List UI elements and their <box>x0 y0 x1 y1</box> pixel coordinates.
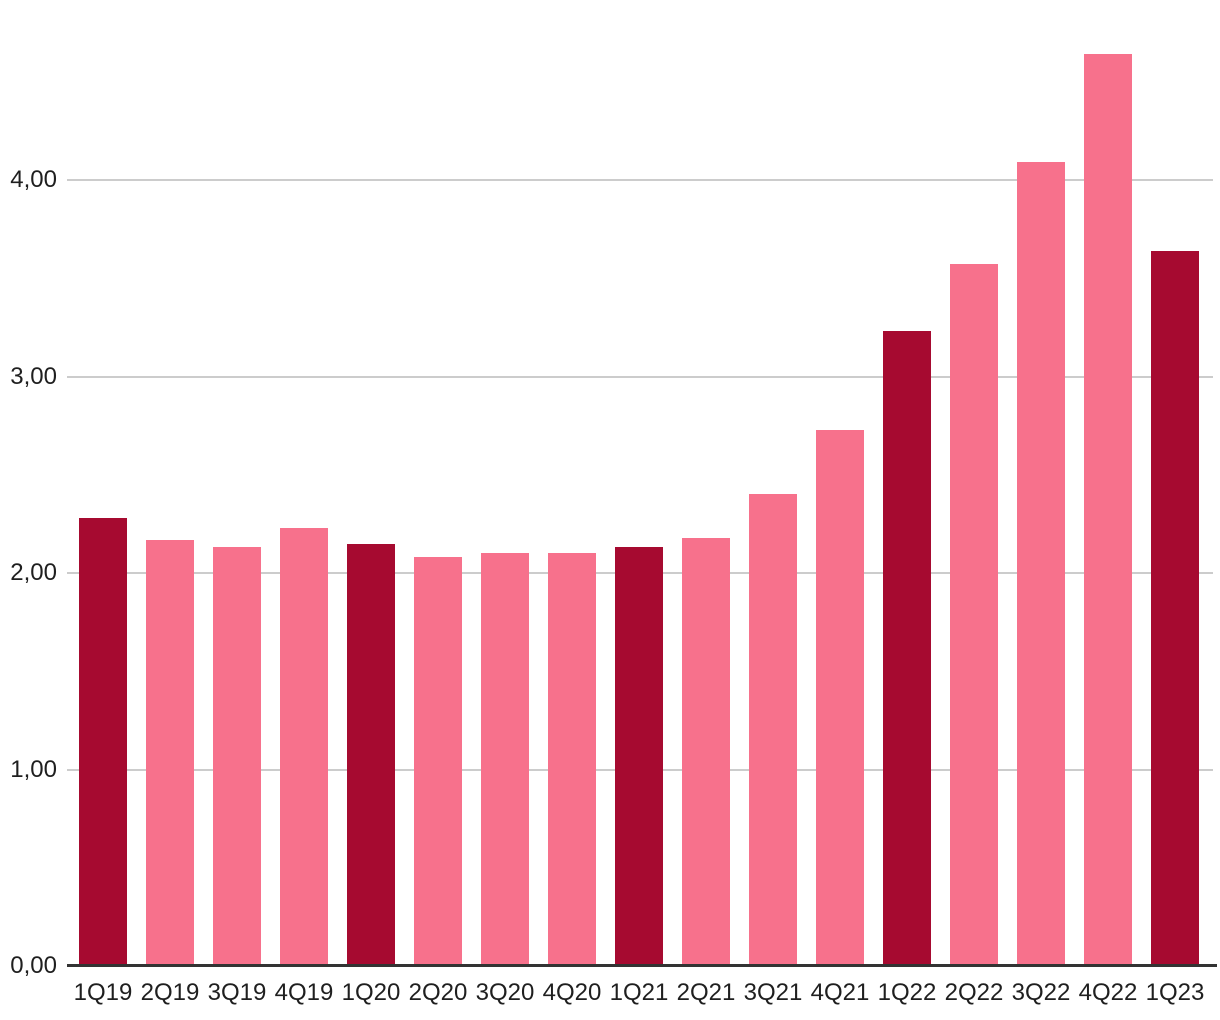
x-tick-label: 1Q19 <box>73 979 133 1006</box>
x-tick-label: 2Q22 <box>944 979 1004 1006</box>
bar-2q21[interactable] <box>682 538 730 966</box>
x-tick-label: 3Q21 <box>743 979 803 1006</box>
bar-1q20[interactable] <box>347 544 395 966</box>
x-tick-label: 1Q22 <box>877 979 937 1006</box>
y-tick-label: 0,00 <box>10 952 57 979</box>
gridline-3 <box>67 375 1213 378</box>
x-tick-label: 3Q19 <box>207 979 267 1006</box>
y-tick-label: 4,00 <box>10 166 57 193</box>
bar-1q22[interactable] <box>883 331 931 966</box>
gridline-4 <box>67 179 1213 181</box>
bar-1q21[interactable] <box>615 547 663 966</box>
x-tick-label: 4Q21 <box>810 979 870 1006</box>
x-tick-label: 1Q23 <box>1145 979 1205 1006</box>
x-tick-label: 1Q21 <box>609 979 669 1006</box>
bar-3q21[interactable] <box>749 494 797 966</box>
x-tick-label: 3Q20 <box>475 979 535 1006</box>
y-tick-label: 2,00 <box>10 559 57 586</box>
bar-4q21[interactable] <box>816 430 864 966</box>
bar-2q22[interactable] <box>950 264 998 966</box>
bar-4q19[interactable] <box>280 528 328 966</box>
bar-4q20[interactable] <box>548 553 596 966</box>
bar-4q22[interactable] <box>1084 54 1132 966</box>
x-tick-label: 4Q22 <box>1078 979 1138 1006</box>
x-tick-label: 3Q22 <box>1011 979 1071 1006</box>
x-axis-line <box>67 964 1217 967</box>
x-tick-label: 2Q21 <box>676 979 736 1006</box>
bar-1q19[interactable] <box>79 518 127 966</box>
bar-2q20[interactable] <box>414 557 462 966</box>
bar-1q23[interactable] <box>1151 251 1199 966</box>
x-tick-label: 2Q20 <box>408 979 468 1006</box>
bar-3q19[interactable] <box>213 547 261 966</box>
bar-2q19[interactable] <box>146 540 194 966</box>
y-tick-label: 1,00 <box>10 755 57 783</box>
x-tick-label: 4Q19 <box>274 979 334 1006</box>
y-tick-label: 3,00 <box>10 362 57 390</box>
bar-3q22[interactable] <box>1017 162 1065 966</box>
x-tick-label: 4Q20 <box>542 979 602 1006</box>
bar-3q20[interactable] <box>481 553 529 966</box>
x-tick-label: 2Q19 <box>140 979 200 1006</box>
x-tick-label: 1Q20 <box>341 979 401 1006</box>
